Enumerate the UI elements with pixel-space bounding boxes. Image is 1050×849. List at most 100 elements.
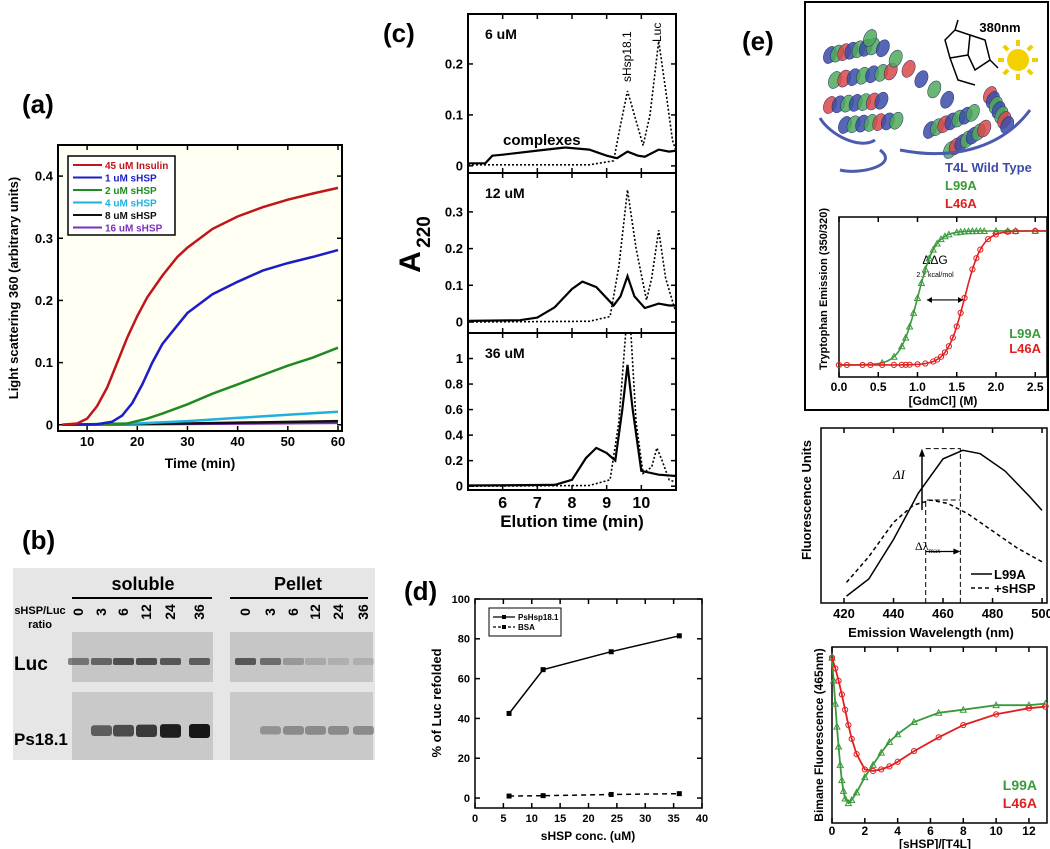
data-point (1041, 699, 1050, 707)
protein-structure-image (818, 19, 1038, 173)
lane-label: 36 (355, 604, 371, 620)
x-tick-label: 30 (639, 813, 651, 825)
sun-ray (998, 58, 1004, 62)
annotation-complexes: complexes (503, 132, 581, 149)
legend-l99a: L99A (994, 567, 1026, 582)
data-point (834, 742, 843, 750)
gel-band-luc (328, 658, 349, 665)
series-line (61, 248, 339, 427)
x-tick-label: 1.5 (948, 380, 965, 394)
data-point (960, 227, 969, 235)
legend-marker (502, 625, 506, 629)
y-tick-label: 0.4 (35, 169, 54, 184)
y-tick-label: 0 (46, 417, 53, 432)
data-point (977, 246, 984, 253)
data-point (676, 633, 682, 639)
series-line (508, 635, 680, 714)
series-line (845, 499, 1043, 583)
data-point (985, 236, 992, 243)
data-point (1025, 705, 1033, 712)
gel-lane-strip (230, 632, 373, 682)
legend-shsp: +sHSP (994, 581, 1036, 596)
gel-band-ps18 (305, 725, 326, 735)
x-tick-label: 0 (472, 813, 478, 825)
x-tick-label: 9 (602, 495, 611, 512)
legend-l46a: L46A (1003, 795, 1037, 811)
gel-band-luc (91, 658, 112, 665)
y-tick-label: 40 (458, 713, 470, 725)
panel-label-e: (e) (742, 26, 774, 56)
data-point (890, 361, 898, 369)
data-point (960, 721, 967, 729)
data-point (885, 737, 894, 745)
fit-line (831, 657, 1046, 772)
x-tick-label: 440 (883, 606, 905, 621)
y-tick-label: 80 (458, 634, 470, 646)
helix-segment (927, 80, 942, 99)
data-point (905, 322, 914, 330)
y-tick-label: 0.1 (445, 278, 463, 293)
x-tick-label: 2.5 (1027, 380, 1044, 394)
data-point (845, 721, 852, 729)
legend-l99a: L99A (1003, 777, 1037, 793)
y-axis-label: Light scattering 360 (arbitrary units) (6, 177, 21, 400)
data-point (506, 793, 512, 799)
data-point (835, 361, 843, 369)
gel-band-luc (68, 658, 89, 665)
arrow-head (953, 548, 961, 555)
sun-ray (1016, 40, 1020, 46)
helix-segment (874, 91, 889, 110)
x-tick-label: 12 (1022, 824, 1036, 838)
data-point (608, 791, 614, 797)
series-line (846, 449, 1043, 597)
data-point (859, 361, 866, 369)
lane-label: 3 (262, 608, 278, 616)
x-tick-label: 0.5 (870, 380, 887, 394)
panel-label-c: (c) (383, 18, 415, 48)
gel-band-luc (189, 658, 210, 665)
gel-band-luc (136, 658, 157, 665)
data-point (902, 361, 909, 368)
lane-label: 12 (138, 604, 154, 620)
gel-band-ps18 (283, 725, 304, 735)
x-tick-label: 4 (894, 824, 901, 838)
row-label-ps18: Ps18.1 (14, 730, 68, 749)
data-point (906, 361, 913, 368)
subplot-label: 6 uM (485, 26, 517, 42)
data-point (992, 231, 1000, 238)
y-tick-label: 0.6 (445, 402, 463, 417)
subplot-label: 12 uM (485, 185, 525, 201)
data-point (831, 699, 840, 707)
gel-band-ps18 (113, 724, 134, 737)
gel-lane-strip (230, 692, 373, 760)
x-tick-label: 1.0 (909, 380, 926, 394)
data-point (861, 766, 868, 773)
data-point (949, 334, 956, 341)
helix-segment (875, 39, 890, 58)
data-point (879, 361, 886, 369)
legend-label: PsHsp18.1 (518, 613, 559, 622)
y-tick-label: 0.3 (35, 231, 53, 246)
lane-label: 3 (93, 608, 109, 616)
data-point (961, 294, 968, 302)
data-point (869, 767, 877, 775)
x-axis-label: sHSP conc. (uM) (541, 829, 635, 843)
data-point (835, 677, 842, 684)
y-tick-label: 1 (456, 351, 463, 366)
data-point (540, 793, 546, 799)
panel-label-a: (a) (22, 89, 54, 119)
y-tick-label: 0.2 (445, 453, 463, 468)
data-point (842, 706, 849, 713)
data-point (969, 266, 976, 273)
x-tick-label: 10 (632, 495, 650, 512)
helix-segment (940, 90, 955, 109)
data-point (890, 352, 898, 360)
x-tick-label: 35 (668, 813, 680, 825)
y-tick-label: 0.4 (445, 428, 464, 443)
y-axis-label: % of Luc refolded (429, 648, 444, 757)
data-point (976, 226, 985, 235)
gel-lane-strip (72, 632, 213, 682)
data-point (993, 711, 1000, 718)
x-tick-label: 2 (861, 824, 868, 838)
series-dotted (467, 189, 677, 323)
